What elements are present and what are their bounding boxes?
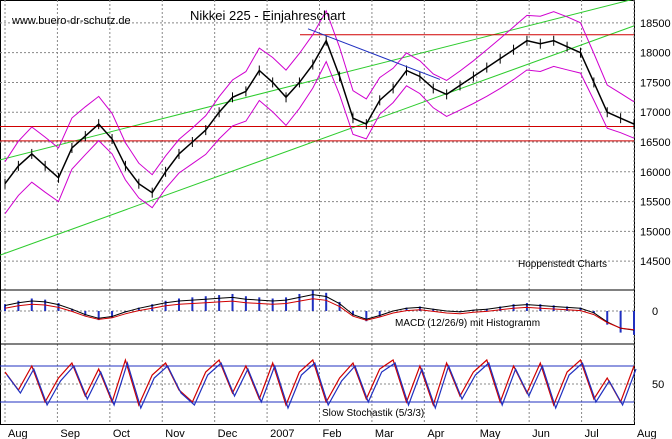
month-tick-label: Aug	[8, 428, 28, 439]
price-tick-label: 15000	[640, 226, 671, 238]
macd-zero-tick: 0	[652, 306, 658, 318]
month-tick-label: Apr	[427, 428, 444, 439]
month-tick-label: 2007	[270, 428, 294, 439]
macd-label: MACD (12/26/9) mit Histogramm	[395, 318, 540, 329]
month-tick-label: May	[480, 428, 501, 439]
stochastic-panel	[0, 343, 637, 410]
price-tick-label: 17000	[640, 107, 671, 119]
stochastic-label: Slow Stochastik (5/3/3)	[322, 408, 424, 419]
price-line	[4, 38, 635, 194]
price-tick-label: 18500	[640, 18, 671, 30]
stochastic-d-line	[6, 360, 637, 410]
source-label: www.buero-dr-schutz.de	[11, 15, 131, 27]
chart-title: Nikkei 225 - Einjahreschart	[190, 8, 346, 23]
month-tick-label: Sep	[60, 428, 80, 439]
price-tick-label: 18000	[640, 48, 671, 60]
stochastic-k-line	[4, 357, 635, 407]
month-tick-label: Jun	[532, 428, 550, 439]
axis-ticks: Aug Sep Oct Nov Dec 2007 Feb Mar Apr May Jun Jul Aug…	[8, 18, 671, 439]
price-tick-label: 15500	[640, 197, 671, 209]
price-tick-label: 17500	[640, 77, 671, 89]
band-lower-line	[4, 60, 635, 214]
month-tick-label: Mar	[375, 428, 394, 439]
downtrend-line	[307, 28, 441, 80]
price-tick-label: 16500	[640, 137, 671, 149]
macd-signal-line	[4, 298, 635, 331]
stochastic-tick: 50	[652, 379, 664, 391]
price-panel	[0, 0, 635, 256]
price-tick-label: 16000	[640, 167, 671, 179]
month-tick-label: Aug	[637, 428, 657, 439]
month-tick-label: Dec	[218, 428, 238, 439]
annotation-label: Hoppenstedt Charts	[518, 259, 607, 270]
macd-panel	[0, 289, 635, 335]
month-tick-label: Jul	[585, 428, 599, 439]
month-tick-label: Nov	[165, 428, 185, 439]
grid	[0, 0, 635, 424]
macd-line	[4, 294, 635, 331]
band-upper-line	[4, 9, 635, 176]
month-tick-label: Oct	[113, 428, 130, 439]
month-tick-label: Feb	[323, 428, 342, 439]
plot-frame	[0, 0, 635, 425]
price-tick-label: 14500	[640, 256, 671, 268]
